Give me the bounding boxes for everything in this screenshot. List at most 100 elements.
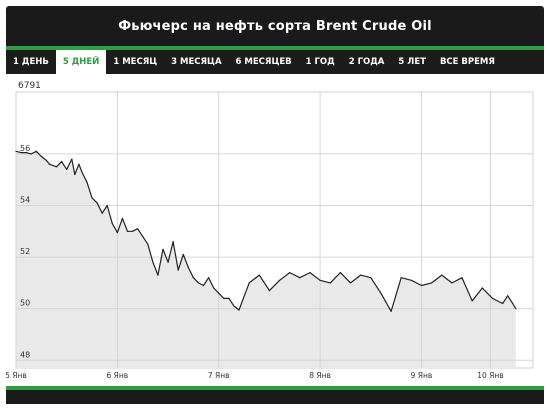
data-point [515,308,517,310]
y-tick-label: 52 [20,247,30,256]
data-point [451,282,453,284]
data-point [258,274,260,276]
data-point [126,230,129,232]
data-point [96,202,98,204]
data-point [410,279,412,281]
data-point [441,274,443,276]
data-point [30,153,32,155]
data-point [481,287,483,289]
data-point [360,274,362,276]
data-point [390,310,392,312]
data-point [213,287,215,289]
data-point [228,297,230,299]
data-point [339,272,341,274]
y-tick-label: 50 [20,299,30,308]
chart-corner-label: 6791 [18,81,41,91]
data-point [289,272,291,274]
data-point [91,197,93,199]
data-point [137,228,139,230]
data-point [132,230,134,232]
data-point [233,305,235,307]
data-point [491,297,494,299]
data-point [25,152,27,154]
footer-accent-line [6,386,544,390]
period-tabs: 1 ДЕНЬ 5 ДНЕЙ 1 МЕСЯЦ 3 МЕСЯЦА 6 МЕСЯЦЕВ 1 ГО… [6,50,544,74]
chart-area: 48 50 52 54 56 5 Янв 6 Янв 7 Янв 8 Янв 9 Янв 10 Ян… [5,74,544,388]
data-point [182,253,184,256]
data-point [309,272,311,274]
data-point [74,173,76,176]
data-point [380,292,382,294]
data-point [86,181,88,183]
data-point [35,150,37,152]
y-tick-label: 54 [20,195,30,204]
data-point [248,282,250,284]
price-area-fill [16,151,516,368]
data-point [101,212,103,214]
tab-6[interactable]: 2 ГОДА [348,57,385,67]
data-point [512,302,514,305]
data-point [71,158,73,160]
data-point [299,277,301,279]
data-point [40,155,42,158]
data-point [111,223,113,225]
x-tick-label: 10 Янв [477,371,503,380]
x-tick-label: 5 Янв [6,371,27,380]
data-point [370,277,372,279]
data-point [162,248,164,250]
data-point [223,297,225,299]
tab-3[interactable]: 3 МЕСЯЦА [171,57,222,67]
chart-footer [6,390,544,404]
tab-7[interactable]: 5 ЛЕТ [398,57,426,67]
data-point [208,277,210,279]
chart-title: Фьючерс на нефть сорта Brent Crude Oil [118,18,432,34]
data-point [471,300,473,302]
tab-1[interactable]: 5 ДНЕЙ [55,50,107,74]
data-point [20,152,22,154]
data-point [218,292,220,294]
tab-8[interactable]: ВСЕ ВРЕМЯ [439,57,495,67]
data-point [192,277,194,279]
data-point [187,266,189,268]
data-point [78,163,80,165]
x-tick-label: 9 Янв [411,371,433,380]
y-tick-label: 56 [20,144,30,153]
data-point [461,277,463,279]
data-point [48,163,51,165]
data-point [81,171,83,173]
data-point [167,261,169,263]
data-point [157,274,159,276]
data-point [121,217,123,219]
tab-5[interactable]: 1 ГОД [305,57,335,67]
data-point [45,159,48,161]
tab-4[interactable]: 6 МЕСЯЦЕВ [235,57,292,67]
data-point [279,279,281,281]
data-point [66,168,68,170]
data-point [502,302,504,305]
data-point [147,243,149,245]
tab-0[interactable]: 1 ДЕНЬ [13,57,49,67]
x-tick-label: 7 Янв [208,371,230,380]
data-point [431,282,433,284]
data-point [106,204,108,207]
data-point [142,235,144,237]
data-point [507,295,509,297]
x-tick-label: 6 Янв [107,371,129,380]
header-accent-line [6,46,544,50]
data-point [15,150,17,152]
chart-header: Фьючерс на нефть сорта Brent Crude Oil [6,6,544,46]
data-point [319,279,321,281]
data-point [349,282,352,284]
data-point [177,269,179,271]
data-point [116,232,118,234]
tab-2[interactable]: 1 МЕСЯЦ [113,57,158,67]
data-point [55,166,58,168]
data-point [400,277,402,279]
data-point [268,290,270,292]
price-chart: 48 50 52 54 56 5 Янв 6 Янв 7 Янв 8 Янв 9 Янв 10 Ян… [5,81,534,380]
x-tick-label: 8 Янв [309,371,331,380]
data-point [197,282,200,284]
data-point [329,282,331,284]
data-point [202,284,205,287]
